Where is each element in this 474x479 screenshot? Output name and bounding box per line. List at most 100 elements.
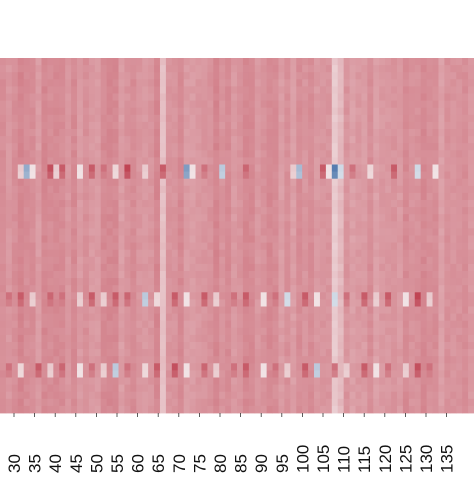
heatmap-cell bbox=[468, 171, 474, 180]
heatmap-cell bbox=[408, 398, 416, 407]
heatmap-cell bbox=[0, 221, 7, 229]
heatmap-cell bbox=[272, 214, 279, 222]
heatmap-cell bbox=[308, 327, 315, 336]
heatmap-cell bbox=[254, 185, 262, 194]
heatmap-cell bbox=[420, 200, 428, 208]
heatmap-cell bbox=[396, 72, 404, 80]
heatmap-cell bbox=[302, 200, 309, 208]
heatmap-cell bbox=[17, 79, 25, 87]
heatmap-cell bbox=[391, 334, 398, 343]
heatmap-cell bbox=[468, 405, 474, 414]
heatmap-cell bbox=[124, 93, 131, 101]
heatmap-cell bbox=[444, 405, 451, 414]
heatmap-cell bbox=[462, 143, 469, 151]
heatmap-cell bbox=[319, 349, 327, 357]
heatmap-cell bbox=[266, 320, 273, 329]
heatmap-cell bbox=[420, 164, 428, 172]
heatmap-cell bbox=[183, 86, 190, 94]
heatmap-cell bbox=[254, 370, 262, 378]
heatmap-cell bbox=[47, 299, 54, 307]
heatmap-cell bbox=[0, 214, 7, 222]
heatmap-cell bbox=[385, 320, 392, 329]
heatmap-cell bbox=[272, 207, 279, 215]
heatmap-cell bbox=[361, 292, 368, 300]
heatmap-cell bbox=[142, 200, 149, 208]
heatmap-cell bbox=[272, 129, 279, 137]
heatmap-cell bbox=[237, 299, 244, 307]
heatmap-cell bbox=[373, 86, 380, 94]
heatmap-cell bbox=[391, 214, 398, 222]
heatmap-cell bbox=[278, 107, 285, 116]
heatmap-cell bbox=[296, 349, 303, 357]
heatmap-cell bbox=[462, 405, 469, 414]
heatmap-cell bbox=[35, 185, 42, 194]
heatmap-cell bbox=[82, 370, 90, 378]
heatmap-cell bbox=[207, 256, 214, 265]
heatmap-cell bbox=[302, 256, 309, 265]
heatmap-cell bbox=[231, 114, 238, 123]
heatmap-cell bbox=[314, 107, 321, 116]
heatmap-cell bbox=[420, 65, 428, 73]
heatmap-cell bbox=[11, 86, 19, 94]
heatmap-cell bbox=[195, 100, 202, 109]
heatmap-cell bbox=[77, 405, 84, 414]
heatmap-cell bbox=[379, 349, 386, 357]
heatmap-cell bbox=[35, 256, 42, 265]
heatmap-cell bbox=[213, 313, 220, 322]
heatmap-cell bbox=[219, 114, 226, 123]
heatmap-cell bbox=[41, 256, 48, 265]
heatmap-cell bbox=[468, 391, 474, 400]
heatmap-cell bbox=[106, 93, 113, 101]
heatmap-cell bbox=[11, 65, 19, 73]
heatmap-cell bbox=[462, 235, 469, 243]
heatmap-cell bbox=[420, 228, 428, 236]
heatmap-cell bbox=[290, 207, 297, 215]
heatmap-cell bbox=[165, 263, 173, 272]
heatmap-cell bbox=[462, 249, 469, 258]
heatmap-cell bbox=[124, 136, 131, 144]
heatmap-cell bbox=[349, 150, 356, 158]
heatmap-cell bbox=[361, 228, 368, 236]
heatmap-cell bbox=[331, 65, 339, 73]
heatmap-cell bbox=[278, 143, 285, 151]
heatmap-cell bbox=[165, 249, 173, 258]
heatmap-cell bbox=[450, 93, 457, 101]
heatmap-cell bbox=[35, 121, 42, 130]
heatmap-cell bbox=[94, 178, 102, 187]
heatmap-cell bbox=[23, 143, 31, 151]
heatmap-cell bbox=[319, 313, 327, 322]
heatmap-cell bbox=[53, 342, 60, 350]
heatmap-cell bbox=[0, 178, 7, 187]
heatmap-cell bbox=[450, 86, 457, 94]
heatmap-cell bbox=[402, 249, 410, 258]
heatmap-cell bbox=[71, 164, 78, 172]
heatmap-cell bbox=[337, 377, 345, 385]
heatmap-cell bbox=[373, 65, 380, 73]
heatmap-cell bbox=[414, 242, 422, 251]
heatmap-cell bbox=[0, 65, 7, 73]
heatmap-cell bbox=[219, 299, 226, 307]
heatmap-cell bbox=[82, 136, 90, 144]
heatmap-cell bbox=[148, 391, 155, 400]
heatmap-cell bbox=[248, 363, 256, 371]
heatmap-cell bbox=[53, 143, 60, 151]
heatmap-cell bbox=[468, 263, 474, 272]
heatmap-cell bbox=[11, 107, 19, 116]
heatmap-cell bbox=[142, 171, 149, 180]
heatmap-cell bbox=[396, 242, 404, 251]
heatmap-cell bbox=[29, 192, 36, 201]
heatmap-cell bbox=[450, 107, 457, 116]
heatmap-cell bbox=[420, 107, 428, 116]
heatmap-cell bbox=[444, 398, 451, 407]
heatmap-cell bbox=[159, 107, 167, 116]
heatmap-cell bbox=[331, 271, 339, 279]
heatmap-cell bbox=[159, 79, 167, 87]
heatmap-cell bbox=[308, 136, 315, 144]
heatmap-cell bbox=[136, 114, 143, 123]
heatmap-cell bbox=[82, 263, 90, 272]
heatmap-cell bbox=[468, 58, 474, 66]
heatmap-cell bbox=[165, 320, 173, 329]
heatmap-cell bbox=[272, 285, 279, 293]
heatmap-cell bbox=[130, 349, 137, 357]
heatmap-cell bbox=[47, 398, 54, 407]
